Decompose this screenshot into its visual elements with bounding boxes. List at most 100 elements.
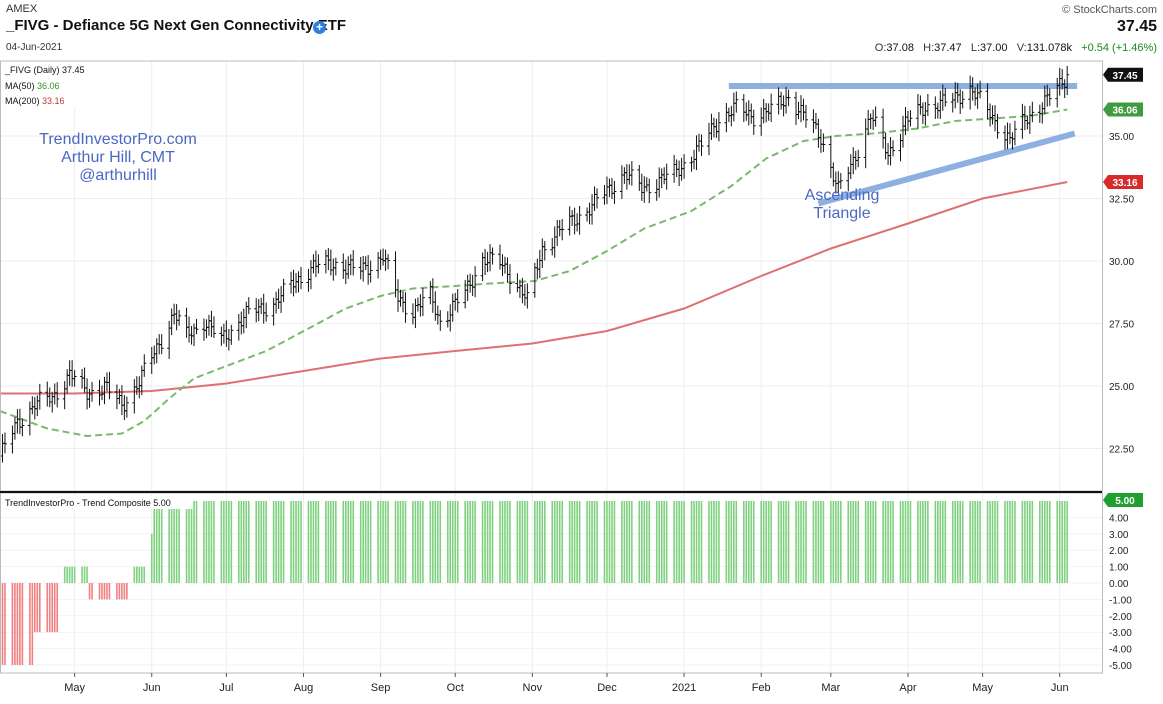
ohlc-bar xyxy=(177,309,182,326)
svg-text:37.45: 37.45 xyxy=(1112,71,1137,82)
svg-text:TrendInvestorPro - Trend Compo: TrendInvestorPro - Trend Composite 5.00 xyxy=(5,498,171,508)
ohlc-bar xyxy=(988,103,993,127)
ohlc-bar xyxy=(241,308,246,334)
ohlc-bar xyxy=(211,316,216,339)
ohlc-bar xyxy=(759,107,764,136)
ohlc-bar xyxy=(654,179,659,201)
ohlc-bar xyxy=(55,382,60,408)
ohlc-bar xyxy=(560,218,565,241)
composite-tick-label: 1.00 xyxy=(1109,563,1129,574)
legend-price-label: _FIVG (Daily) xyxy=(4,65,60,75)
ohlc-bar xyxy=(629,161,634,186)
ohlc-bar xyxy=(659,168,664,189)
brand-label[interactable]: © StockCharts.com xyxy=(1062,4,1157,16)
ohlc-bar xyxy=(473,266,478,298)
svg-text:36.06: 36.06 xyxy=(1112,106,1137,117)
ohlc-bar xyxy=(70,360,75,387)
x-tick-label: Oct xyxy=(447,682,464,694)
ohlc-bar xyxy=(1027,105,1032,134)
ohlc-bar xyxy=(1030,101,1035,123)
ohlc-bar xyxy=(149,346,154,374)
ohlc-bar xyxy=(468,273,473,293)
volume-label: V: xyxy=(1016,42,1027,54)
ohlc-bar xyxy=(122,395,127,420)
ohlc-bar xyxy=(711,117,716,138)
ohlc-bar xyxy=(647,178,652,204)
ohlc-bar xyxy=(221,323,226,344)
composite-tick-label: 0.00 xyxy=(1109,579,1129,590)
ohlc-bar xyxy=(276,288,281,309)
ohlc-bar xyxy=(1065,65,1070,96)
ohlc-bar xyxy=(595,188,600,209)
ohlc-bar xyxy=(358,256,363,280)
composite-legend: TrendInvestorPro - Trend Composite 5.00 xyxy=(3,496,193,509)
x-tick-label: Dec xyxy=(597,682,617,694)
ohlc-bar xyxy=(522,284,527,306)
ma50-price-tag: 36.06 xyxy=(1103,102,1143,117)
ohlc-bar xyxy=(674,159,679,177)
ohlc-bar xyxy=(159,334,164,355)
x-tick-label: Nov xyxy=(523,682,543,694)
ohlc-bar xyxy=(465,274,470,301)
ohlc-bar xyxy=(17,408,22,435)
ohlc-bar xyxy=(167,320,172,359)
ohlc-bar xyxy=(35,395,40,417)
ohlc-readout: O:37.08 H:37.47 L:37.00 V:131.078k +0.54… xyxy=(875,42,1157,54)
ohlc-bar xyxy=(682,154,687,179)
ohlc-bar xyxy=(923,101,928,126)
ohlc-bar xyxy=(254,298,259,323)
ohlc-bar xyxy=(463,279,468,309)
ohlc-bar xyxy=(933,96,938,119)
ohlc-bar xyxy=(920,102,925,124)
ohlc-bar xyxy=(868,113,873,129)
ohlc-bar xyxy=(313,250,318,278)
plus-circle-icon[interactable]: + xyxy=(313,21,326,34)
ohlc-bar xyxy=(107,371,112,400)
ohlc-bar xyxy=(311,254,316,274)
author-text: TrendInvestorPro.com Arthur Hill, CMT @a… xyxy=(39,131,197,184)
ohlc-bar xyxy=(67,360,72,386)
ohlc-bar xyxy=(866,109,871,136)
ohlc-bar xyxy=(883,132,888,160)
composite-tick-label: 4.00 xyxy=(1109,513,1129,524)
ohlc-bar xyxy=(27,401,32,436)
ohlc-bar xyxy=(361,255,366,282)
ohlc-bar xyxy=(90,381,95,402)
ohlc-bar xyxy=(201,318,206,341)
ohlc-bar xyxy=(219,326,224,346)
triangle-annotation: Ascending Triangle xyxy=(805,187,880,222)
composite-title-value: 5.00 xyxy=(153,498,171,508)
ohlc-bar xyxy=(104,372,109,392)
composite-tick-label: -1.00 xyxy=(1109,595,1132,606)
ohlc-bar xyxy=(731,92,736,122)
ohlc-bar xyxy=(488,244,493,272)
ohlc-bar xyxy=(1025,115,1030,130)
ohlc-bar xyxy=(672,154,677,183)
ohlc-bar xyxy=(65,369,70,394)
trend-composite-bars xyxy=(0,501,1068,665)
ohlc-bar xyxy=(445,311,450,328)
ohlc-bar xyxy=(333,257,338,276)
x-tick-label: Jul xyxy=(219,682,233,694)
composite-tick-label: -4.00 xyxy=(1109,645,1132,656)
ohlc-bar xyxy=(428,281,433,305)
price-bars xyxy=(0,65,1070,467)
ohlc-bar xyxy=(187,316,192,343)
ohlc-bar xyxy=(296,271,301,293)
ohlc-bar xyxy=(1022,105,1027,131)
ohlc-bar xyxy=(699,134,704,156)
ohlc-bar xyxy=(960,91,965,109)
ohlc-bar xyxy=(537,249,542,278)
ohlc-bar xyxy=(888,137,893,166)
legend-price-value: 37.45 xyxy=(62,65,85,75)
ohlc-bar xyxy=(206,314,211,336)
ohlc-bar xyxy=(769,93,774,122)
ohlc-bar xyxy=(995,113,1000,139)
author-handle: @arthurhill xyxy=(79,167,157,184)
ohlc-bar xyxy=(142,354,147,377)
legend-ma200-label: MA(200) xyxy=(5,96,40,106)
ohlc-bar xyxy=(575,213,580,232)
ohlc-bar xyxy=(470,274,475,297)
ohlc-bar xyxy=(346,256,351,279)
